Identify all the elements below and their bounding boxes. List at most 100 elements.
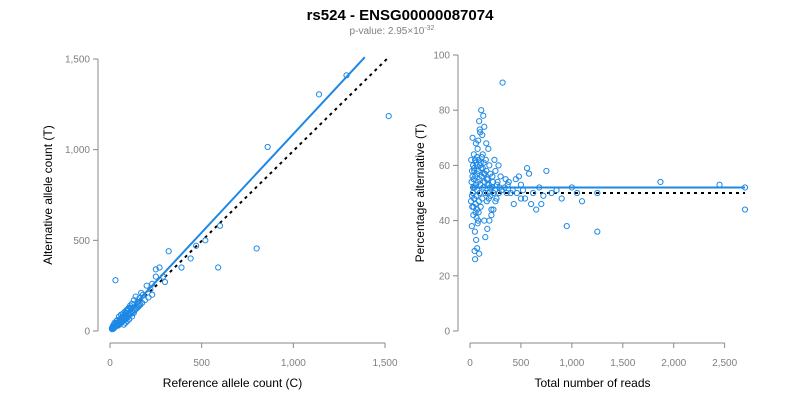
data-point bbox=[487, 192, 494, 199]
data-point bbox=[165, 248, 172, 255]
data-point bbox=[149, 291, 156, 298]
data-point bbox=[503, 189, 510, 197]
x-tick-label: 2,500 bbox=[712, 358, 737, 369]
x-axis-label: Total number of reads bbox=[534, 376, 650, 390]
data-point bbox=[488, 211, 495, 219]
data-point bbox=[481, 170, 488, 177]
data-point bbox=[178, 264, 185, 271]
data-point bbox=[129, 308, 137, 316]
data-point bbox=[202, 237, 209, 244]
data-point bbox=[491, 156, 498, 163]
data-point bbox=[187, 255, 194, 262]
data-point bbox=[573, 189, 581, 197]
data-point bbox=[480, 112, 487, 119]
y-tick-label: 0 bbox=[444, 327, 450, 338]
data-point bbox=[474, 145, 481, 152]
data-point bbox=[385, 113, 392, 120]
data-point bbox=[478, 154, 485, 161]
data-point bbox=[528, 200, 535, 208]
reference-line bbox=[109, 56, 390, 332]
data-point bbox=[470, 165, 478, 172]
data-point bbox=[657, 178, 664, 186]
data-point bbox=[475, 198, 483, 205]
data-point bbox=[133, 305, 140, 312]
data-point bbox=[512, 176, 519, 183]
chart-title: rs524 - ENSG00000087074 bbox=[307, 7, 494, 24]
data-point bbox=[156, 264, 163, 271]
right-scatter-panel: 0 500 1,000 1,500 2,000 2,500 0 20 40 60 80 100 Tota… bbox=[413, 51, 749, 390]
data-point bbox=[216, 222, 224, 229]
data-point bbox=[468, 156, 475, 163]
data-point bbox=[521, 195, 529, 202]
y-tick-label: 20 bbox=[439, 271, 451, 282]
x-tick-label: 1,500 bbox=[372, 358, 397, 369]
data-point bbox=[558, 195, 565, 202]
data-point bbox=[499, 79, 506, 86]
data-point bbox=[193, 242, 200, 249]
x-tick-label: 2,000 bbox=[661, 358, 686, 369]
fit-line bbox=[109, 56, 366, 332]
x-tick-label: 0 bbox=[467, 358, 473, 369]
data-point bbox=[486, 162, 493, 169]
x-tick-label: 500 bbox=[513, 358, 530, 369]
data-point bbox=[138, 289, 145, 297]
data-point bbox=[139, 291, 147, 298]
data-point bbox=[253, 245, 260, 252]
x-axis-label: Reference allele count (C) bbox=[163, 376, 302, 390]
data-point bbox=[477, 203, 484, 210]
data-point bbox=[131, 307, 138, 314]
data-point bbox=[161, 278, 169, 286]
data-point bbox=[492, 167, 499, 175]
data-point bbox=[490, 206, 497, 213]
x-tick-label: 1,500 bbox=[610, 358, 635, 369]
data-point bbox=[495, 162, 502, 169]
data-point bbox=[482, 234, 489, 241]
data-point bbox=[578, 198, 586, 205]
data-point bbox=[479, 151, 486, 158]
data-point bbox=[264, 143, 271, 151]
data-point bbox=[475, 209, 482, 216]
data-point bbox=[478, 107, 485, 114]
data-point bbox=[483, 198, 490, 205]
data-point bbox=[497, 173, 504, 180]
data-point bbox=[132, 293, 139, 300]
data-point bbox=[315, 91, 323, 98]
data-point bbox=[152, 273, 159, 280]
data-point bbox=[215, 264, 222, 271]
data-point bbox=[533, 206, 540, 213]
data-point bbox=[479, 195, 486, 202]
data-point bbox=[135, 303, 142, 310]
y-tick-label: 80 bbox=[439, 106, 451, 117]
data-point bbox=[476, 126, 483, 133]
y-axis-label: Percentage alternative (T) bbox=[413, 124, 427, 263]
y-tick-label: 60 bbox=[439, 161, 451, 172]
x-tick-label: 500 bbox=[193, 358, 210, 369]
data-point bbox=[484, 225, 491, 232]
data-point bbox=[486, 217, 493, 224]
data-point bbox=[474, 154, 481, 161]
p-value-label: p-value: 2.95×10 bbox=[350, 26, 425, 37]
x-tick-label: 1,000 bbox=[559, 358, 584, 369]
data-point bbox=[543, 167, 550, 175]
data-point bbox=[741, 206, 749, 213]
data-point bbox=[481, 123, 488, 130]
data-point bbox=[130, 297, 137, 304]
data-point bbox=[480, 159, 487, 166]
data-point bbox=[476, 250, 483, 257]
data-point bbox=[485, 145, 492, 152]
data-point bbox=[474, 220, 481, 227]
data-point bbox=[540, 192, 547, 199]
data-point bbox=[481, 217, 488, 224]
data-point bbox=[523, 165, 531, 172]
data-point bbox=[469, 173, 476, 180]
data-point bbox=[492, 198, 499, 205]
data-point bbox=[143, 282, 150, 289]
data-point bbox=[548, 189, 555, 197]
left-scatter-panel: 0 500 1,000 1,500 0 500 1,000 1,500 Reference al… bbox=[41, 55, 398, 391]
data-point bbox=[483, 140, 490, 147]
data-point bbox=[475, 137, 482, 144]
data-point bbox=[470, 151, 477, 158]
data-point bbox=[479, 131, 486, 139]
data-point bbox=[525, 170, 533, 177]
data-point bbox=[510, 200, 517, 208]
